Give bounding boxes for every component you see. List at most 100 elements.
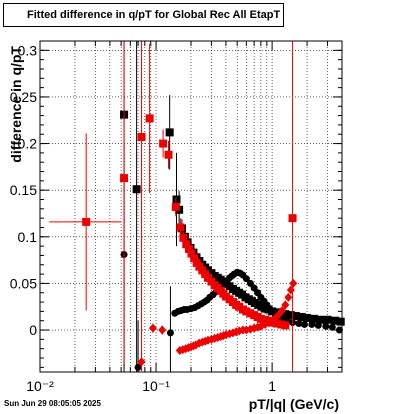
data-point xyxy=(291,312,300,321)
y-tick-label: 0.05 xyxy=(10,275,37,291)
data-point xyxy=(281,310,290,319)
y-tick-label: 0.2 xyxy=(18,136,38,152)
data-point xyxy=(137,352,146,372)
data-point xyxy=(281,321,290,330)
x-tick-label: 1 xyxy=(268,378,276,394)
square-marker xyxy=(132,185,141,194)
diamond-marker xyxy=(278,305,287,315)
square-marker xyxy=(331,316,340,325)
square-marker xyxy=(316,315,325,324)
y-tick-label: 0.25 xyxy=(10,89,37,105)
y-tick-label: 0.1 xyxy=(18,229,38,245)
data-point xyxy=(297,312,306,321)
square-marker xyxy=(145,114,154,123)
square-marker xyxy=(256,314,265,323)
data-point xyxy=(289,278,298,288)
square-marker xyxy=(179,233,188,242)
data-point xyxy=(314,321,322,329)
circle-marker xyxy=(300,320,308,328)
circle-marker xyxy=(328,323,336,331)
series-layer xyxy=(49,41,345,372)
data-point xyxy=(190,254,199,263)
circle-marker xyxy=(246,279,254,287)
square-marker xyxy=(190,254,199,263)
data-point xyxy=(284,292,293,302)
circle-marker xyxy=(166,329,174,337)
circle-marker xyxy=(308,320,316,328)
square-marker xyxy=(272,319,281,328)
data-point xyxy=(331,316,340,325)
circle-marker xyxy=(314,321,322,329)
data-point xyxy=(286,311,295,320)
circle-marker xyxy=(322,322,330,330)
square-marker xyxy=(182,240,191,249)
square-marker xyxy=(120,174,129,183)
series-1 xyxy=(120,142,343,372)
square-marker xyxy=(281,310,290,319)
data-point xyxy=(288,41,297,372)
data-point xyxy=(328,323,336,331)
y-tick-label: 0 xyxy=(29,322,37,338)
data-point xyxy=(49,133,122,311)
square-marker xyxy=(323,315,332,324)
data-point xyxy=(256,314,265,323)
square-marker xyxy=(286,311,295,320)
square-marker xyxy=(242,307,251,316)
data-point xyxy=(295,320,303,328)
square-marker xyxy=(172,195,181,204)
square-marker xyxy=(303,313,312,322)
data-point xyxy=(323,315,332,324)
circle-marker xyxy=(295,320,303,328)
data-point xyxy=(171,197,180,217)
square-marker xyxy=(137,133,146,142)
diamond-marker xyxy=(286,285,295,295)
square-marker xyxy=(171,202,180,211)
data-point xyxy=(242,275,250,283)
axes xyxy=(39,40,343,373)
data-point xyxy=(303,313,312,322)
data-point xyxy=(166,286,174,372)
data-point xyxy=(281,300,290,310)
y-tick-label: 0.3 xyxy=(18,42,38,58)
diamond-marker xyxy=(281,300,290,310)
series-2 xyxy=(49,41,297,372)
diamond-marker xyxy=(158,325,167,335)
data-point xyxy=(246,279,254,287)
square-marker xyxy=(176,223,185,232)
series-3 xyxy=(137,278,298,372)
diamond-marker xyxy=(284,292,293,302)
square-marker xyxy=(277,320,286,329)
y-tick-label: 0.15 xyxy=(10,182,37,198)
square-marker xyxy=(165,128,174,137)
data-point xyxy=(336,317,345,326)
square-marker xyxy=(164,150,173,159)
timestamp: Sun Jun 29 08:05:05 2025 xyxy=(4,399,101,408)
square-marker xyxy=(297,312,306,321)
diamond-marker xyxy=(289,278,298,288)
data-point xyxy=(164,140,173,169)
square-marker xyxy=(187,249,196,258)
data-point xyxy=(300,320,308,328)
data-point xyxy=(120,41,129,365)
data-point xyxy=(308,320,316,328)
y-axis-label: difference in q/pT xyxy=(8,46,24,163)
data-point xyxy=(278,305,287,315)
square-marker xyxy=(336,317,345,326)
data-point xyxy=(277,320,286,329)
data-point xyxy=(286,285,295,295)
plot-frame xyxy=(39,40,343,373)
x-tick-label: 10⁻¹ xyxy=(142,378,170,394)
diamond-marker xyxy=(137,357,146,367)
data-point xyxy=(137,41,146,371)
square-marker xyxy=(310,314,319,323)
square-marker xyxy=(159,139,168,148)
diamond-marker xyxy=(148,323,157,333)
square-marker xyxy=(184,244,193,253)
circle-marker xyxy=(242,275,250,283)
data-point xyxy=(242,307,251,316)
data-point xyxy=(158,325,167,335)
square-marker xyxy=(291,312,300,321)
x-tick-label: 10⁻² xyxy=(26,378,54,394)
